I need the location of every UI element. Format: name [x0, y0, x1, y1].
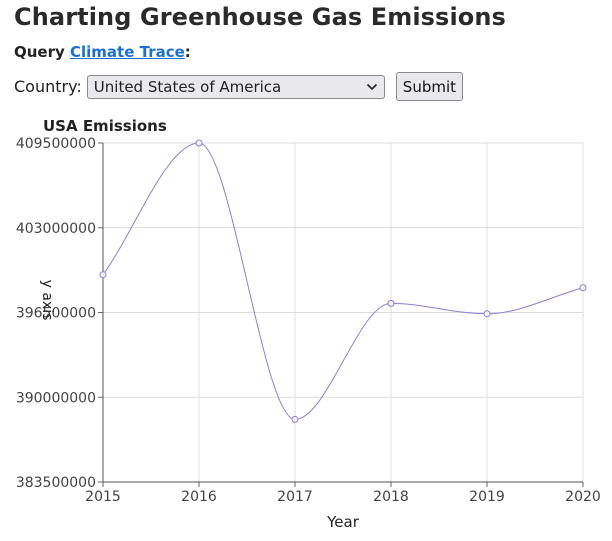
y-tick-label: 396500000 [16, 306, 96, 322]
y-tick-label: 390000000 [16, 390, 96, 406]
y-tick-label: 409500000 [16, 136, 96, 152]
data-point [99, 271, 107, 279]
chart-grid [103, 142, 584, 482]
data-point [291, 415, 299, 423]
series-line [102, 142, 584, 420]
y-tick-label: 403000000 [16, 221, 96, 237]
country-label: Country: [14, 77, 82, 96]
submit-button[interactable]: Submit [395, 72, 464, 101]
page-title: Charting Greenhouse Gas Emissions [14, 3, 506, 31]
data-point [579, 284, 587, 292]
x-tick-label: 2019 [469, 489, 505, 505]
y-axis-label: y axis [39, 280, 55, 321]
x-axis-label: Year [326, 513, 360, 531]
chart-title: USA Emissions [43, 117, 167, 135]
country-form: Country: United States of America Submit [14, 72, 464, 101]
chevron-down-icon [366, 83, 378, 91]
data-point [483, 310, 491, 318]
query-prefix: Query [14, 43, 71, 61]
country-select[interactable]: United States of America [86, 74, 385, 99]
x-tick-label: 2020 [565, 489, 601, 505]
data-points [99, 139, 587, 423]
x-tick-label: 2018 [373, 489, 409, 505]
chart-axes: 383500000 390000000 396500000 403000000 4095… [16, 136, 601, 505]
climate-trace-link[interactable]: Climate Trace [70, 43, 185, 61]
emissions-chart: 383500000 390000000 396500000 403000000 4095… [16, 117, 601, 531]
data-point [195, 139, 203, 147]
x-tick-label: 2015 [85, 489, 121, 505]
x-tick-label: 2016 [181, 489, 217, 505]
country-select-value: United States of America [93, 77, 282, 96]
query-suffix: : [184, 43, 191, 61]
data-point [387, 299, 395, 307]
y-tick-label: 383500000 [16, 475, 96, 491]
query-line: Query Climate Trace: [14, 43, 191, 61]
x-tick-label: 2017 [277, 489, 313, 505]
